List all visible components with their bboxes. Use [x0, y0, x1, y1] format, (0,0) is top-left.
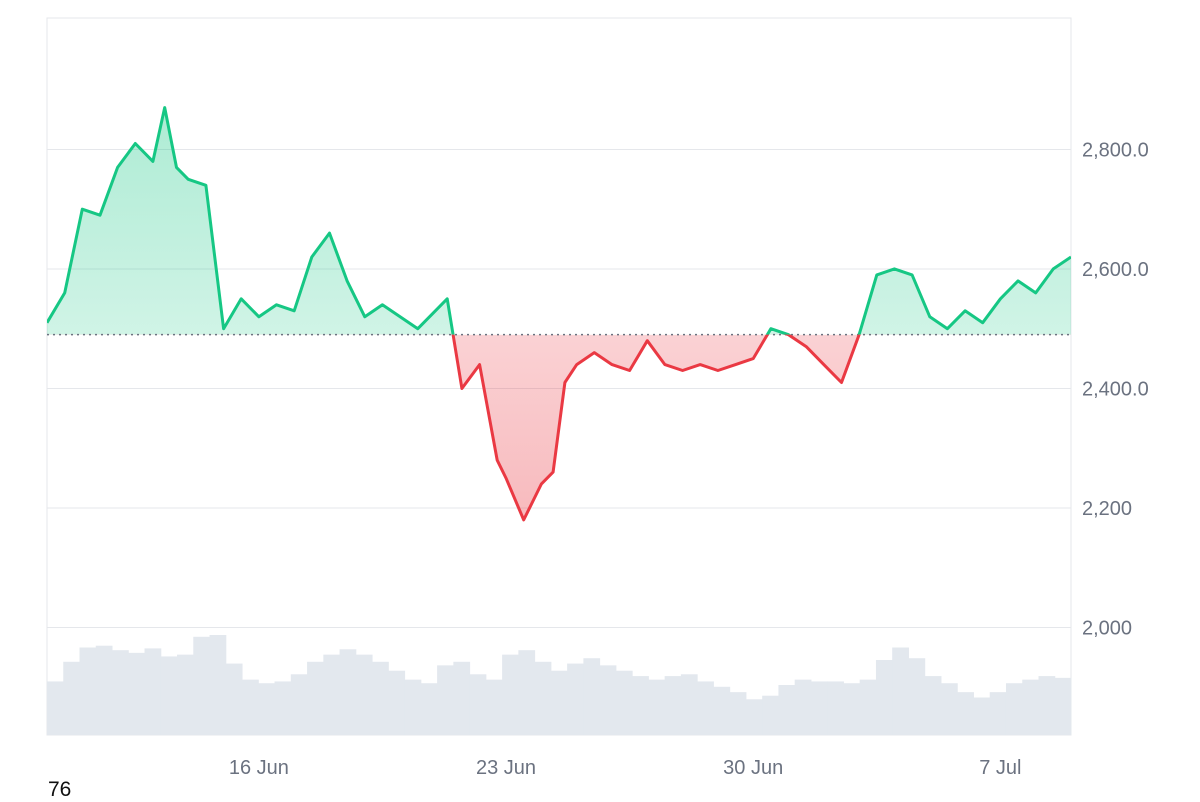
volume-bar: [730, 692, 747, 735]
volume-bar: [470, 674, 487, 735]
volume-bar: [1038, 676, 1055, 735]
volume-bar: [177, 655, 194, 735]
volume-bar: [908, 658, 925, 735]
volume-bar: [811, 681, 828, 735]
volume-bar: [421, 683, 438, 735]
volume-bar: [957, 692, 974, 735]
volume-bar: [941, 683, 958, 735]
y-tick-label: 2,600.0: [1082, 259, 1149, 281]
volume-bar: [583, 658, 600, 735]
volume-bar: [437, 665, 454, 735]
volume-bar: [96, 646, 113, 735]
volume-bar: [242, 680, 259, 735]
volume-bar: [145, 648, 162, 735]
volume-bar: [372, 662, 389, 735]
volume-bar: [860, 680, 877, 735]
x-tick-label: 16 Jun: [229, 757, 289, 779]
footer-label: 76: [48, 778, 71, 802]
volume-bar: [405, 680, 422, 735]
volume-bar: [453, 662, 470, 735]
volume-bars: [47, 635, 1072, 735]
y-tick-label: 2,400.0: [1082, 378, 1149, 400]
volume-bar: [128, 653, 145, 735]
volume-bar: [161, 656, 178, 735]
volume-bar: [632, 676, 649, 735]
volume-bar: [1022, 680, 1039, 735]
volume-bar: [827, 681, 844, 735]
x-tick-label: 30 Jun: [723, 757, 783, 779]
volume-bar: [778, 685, 795, 735]
volume-bar: [697, 681, 714, 735]
volume-bar: [193, 637, 210, 735]
volume-bar: [502, 655, 519, 735]
volume-bar: [63, 662, 80, 735]
volume-bar: [746, 699, 763, 735]
volume-bar: [925, 676, 942, 735]
volume-bar: [486, 680, 503, 735]
volume-bar: [762, 696, 779, 735]
y-tick-label: 2,800.0: [1082, 139, 1149, 161]
volume-bar: [210, 635, 227, 735]
volume-bar: [340, 649, 357, 735]
x-tick-label: 23 Jun: [476, 757, 536, 779]
volume-bar: [713, 687, 730, 735]
volume-bar: [388, 671, 405, 735]
volume-bar: [843, 683, 860, 735]
x-tick-label: 7 Jul: [979, 757, 1021, 779]
volume-bar: [112, 650, 129, 735]
volume-bar: [973, 698, 990, 736]
volume-bar: [600, 665, 617, 735]
volume-bar: [226, 664, 243, 735]
volume-bar: [47, 681, 64, 735]
y-tick-label: 2,000: [1082, 617, 1132, 639]
volume-bar: [990, 692, 1007, 735]
volume-bar: [616, 671, 633, 735]
volume-bar: [567, 664, 584, 735]
volume-bar: [518, 650, 535, 735]
volume-bar: [307, 662, 324, 735]
volume-bar: [535, 662, 552, 735]
volume-bar: [795, 680, 812, 735]
volume-bar: [323, 655, 340, 735]
volume-bar: [356, 655, 373, 735]
area-above-baseline: [47, 108, 1071, 520]
volume-bar: [665, 676, 682, 735]
y-tick-label: 2,200: [1082, 498, 1132, 520]
volume-bar: [681, 674, 698, 735]
volume-bar: [876, 660, 893, 735]
volume-bar: [291, 674, 308, 735]
volume-bar: [258, 683, 275, 735]
volume-bar: [80, 648, 97, 736]
volume-bar: [648, 680, 665, 735]
volume-bar: [1006, 683, 1023, 735]
volume-bar: [1055, 678, 1072, 735]
volume-bar: [275, 681, 292, 735]
volume-bar: [551, 671, 568, 735]
volume-bar: [892, 648, 909, 736]
